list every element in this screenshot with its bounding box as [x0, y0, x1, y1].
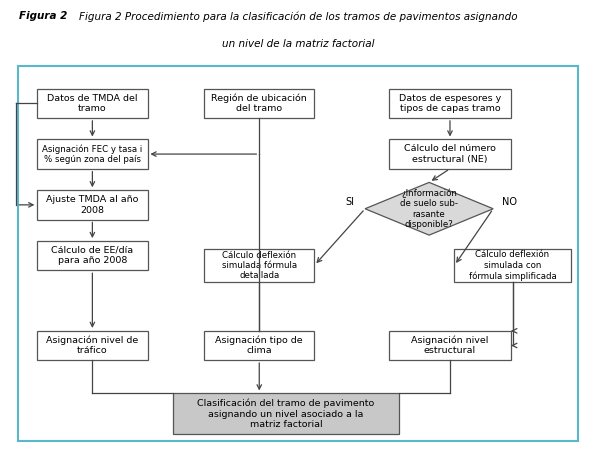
Text: Cálculo del número
estructural (NE): Cálculo del número estructural (NE): [404, 145, 496, 164]
Bar: [173, 393, 399, 434]
Text: Asignación nivel de
tráfico: Asignación nivel de tráfico: [46, 335, 138, 356]
Text: Asignación FEC y tasa i
% según zona del país: Asignación FEC y tasa i % según zona del…: [42, 144, 142, 164]
Text: Asignación tipo de
clima: Asignación tipo de clima: [215, 335, 303, 356]
Bar: [389, 140, 511, 169]
Bar: [37, 190, 147, 220]
Text: Datos de TMDA del
tramo: Datos de TMDA del tramo: [47, 93, 138, 113]
Text: Cálculo de EE/día
para año 2008: Cálculo de EE/día para año 2008: [51, 246, 134, 265]
Text: Cálculo deflexión
simulada con
fórmula simplificada: Cálculo deflexión simulada con fórmula s…: [468, 250, 557, 281]
Text: Ajuste TMDA al año
2008: Ajuste TMDA al año 2008: [46, 195, 138, 215]
Bar: [204, 249, 315, 282]
Bar: [37, 331, 147, 360]
Bar: [37, 140, 147, 169]
Text: Datos de espesores y
tipos de capas tramo: Datos de espesores y tipos de capas tram…: [399, 93, 501, 113]
Text: SI: SI: [346, 197, 355, 207]
Bar: [454, 249, 571, 282]
Text: Figura 2: Figura 2: [18, 11, 67, 22]
Text: Asignación nivel
estructural: Asignación nivel estructural: [411, 335, 489, 356]
Polygon shape: [365, 182, 493, 235]
Text: Cálculo deflexión
simulada fórmula
detallada: Cálculo deflexión simulada fórmula detal…: [222, 251, 297, 280]
Bar: [37, 241, 147, 270]
Bar: [204, 331, 315, 360]
Text: Región de ubicación
del tramo: Región de ubicación del tramo: [212, 93, 307, 113]
Text: ¿Información
de suelo sub-
rasante
disponible?: ¿Información de suelo sub- rasante dispo…: [400, 189, 458, 229]
Bar: [389, 331, 511, 360]
Bar: [37, 88, 147, 118]
Text: Clasificación del tramo de pavimento
asignando un nivel asociado a la
matriz fac: Clasificación del tramo de pavimento asi…: [197, 399, 375, 429]
Bar: [204, 88, 315, 118]
Text: NO: NO: [502, 197, 517, 207]
Bar: [389, 88, 511, 118]
Text: Figura 2 Procedimiento para la clasificación de los tramos de pavimentos asignan: Figura 2 Procedimiento para la clasifica…: [79, 11, 517, 22]
Text: un nivel de la matriz factorial: un nivel de la matriz factorial: [222, 39, 374, 49]
